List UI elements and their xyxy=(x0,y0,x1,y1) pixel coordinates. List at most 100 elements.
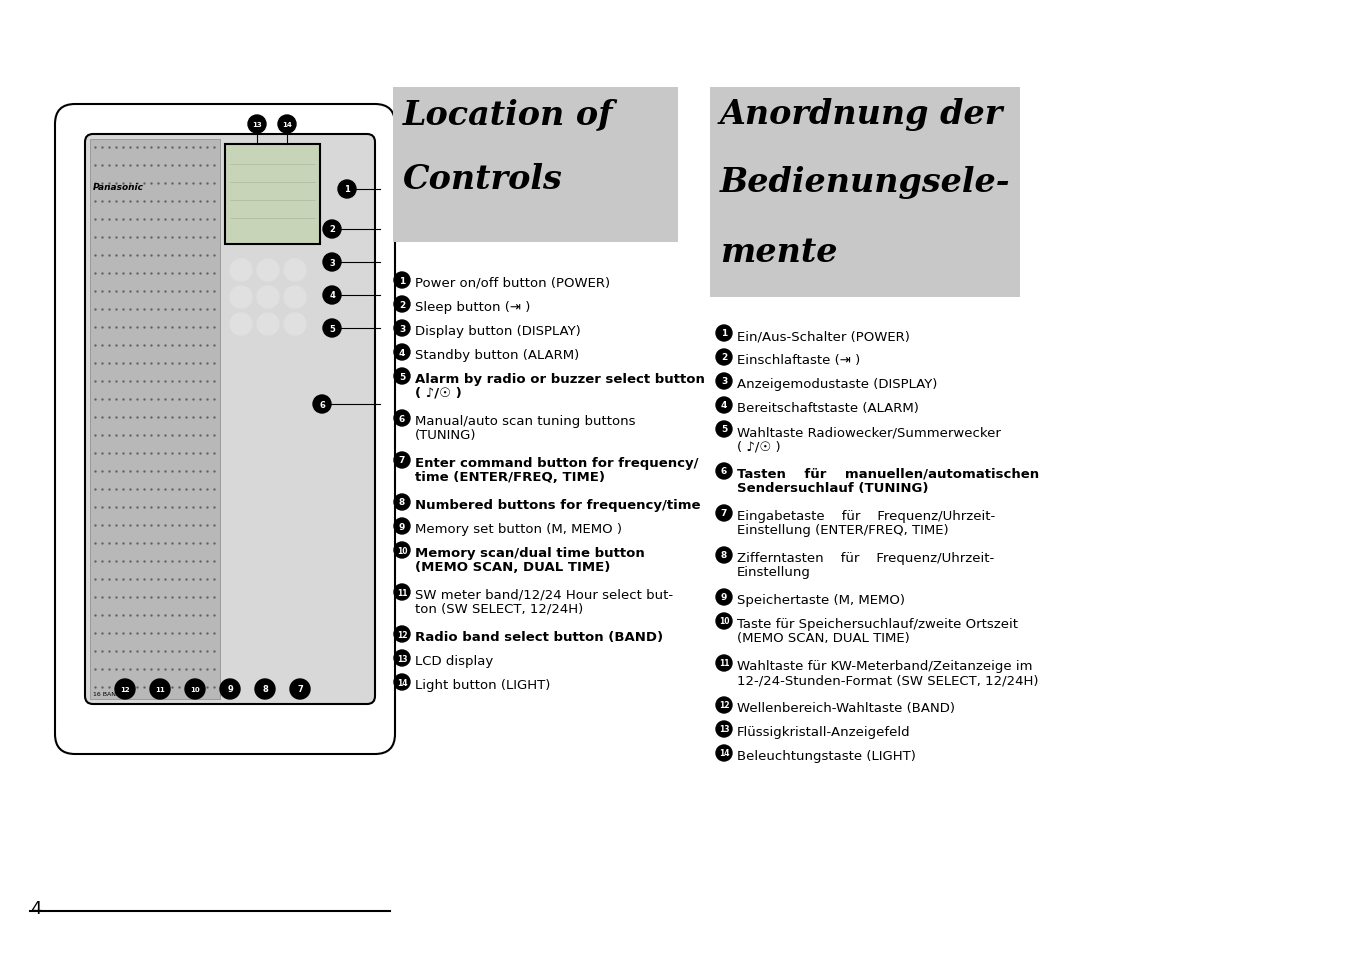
Bar xyxy=(90,140,221,700)
Text: 4: 4 xyxy=(330,292,335,300)
Text: 5: 5 xyxy=(721,425,728,434)
Text: Taste für Speichersuchlauf/zweite Ortszeit: Taste für Speichersuchlauf/zweite Ortsze… xyxy=(737,618,1018,630)
Text: 14: 14 xyxy=(397,678,408,687)
Text: 4: 4 xyxy=(721,401,728,410)
Circle shape xyxy=(394,675,410,690)
Circle shape xyxy=(716,374,732,390)
Text: mente: mente xyxy=(720,235,838,269)
Circle shape xyxy=(394,650,410,666)
Circle shape xyxy=(716,326,732,341)
Circle shape xyxy=(716,721,732,738)
Text: Beleuchtungstaste (LIGHT): Beleuchtungstaste (LIGHT) xyxy=(737,749,916,762)
Circle shape xyxy=(313,395,331,414)
Text: 13: 13 xyxy=(397,654,408,662)
Text: 16 BAND: 16 BAND xyxy=(93,691,121,697)
Text: 10: 10 xyxy=(397,546,408,555)
Text: Standby button (ALARM): Standby button (ALARM) xyxy=(416,349,580,361)
Text: 9: 9 xyxy=(399,522,405,531)
Text: Wellenbereich-Wahltaste (BAND): Wellenbereich-Wahltaste (BAND) xyxy=(737,701,955,714)
Text: Alarm by radio or buzzer select button: Alarm by radio or buzzer select button xyxy=(416,373,705,386)
Text: 11: 11 xyxy=(397,588,408,597)
Text: 1: 1 xyxy=(399,276,405,285)
Text: Eingabetaste    für    Frequenz/Uhrzeit-: Eingabetaste für Frequenz/Uhrzeit- xyxy=(737,510,995,522)
Circle shape xyxy=(186,679,204,700)
Circle shape xyxy=(394,411,410,427)
Text: Controls: Controls xyxy=(404,163,562,195)
Circle shape xyxy=(230,260,252,282)
Circle shape xyxy=(716,397,732,414)
Circle shape xyxy=(394,626,410,642)
Circle shape xyxy=(394,584,410,600)
Circle shape xyxy=(716,589,732,605)
Circle shape xyxy=(247,116,266,133)
Text: 1: 1 xyxy=(344,185,350,194)
Circle shape xyxy=(278,116,296,133)
Text: 3: 3 xyxy=(330,258,335,267)
Text: 8: 8 xyxy=(399,498,405,507)
Bar xyxy=(225,145,320,245)
FancyBboxPatch shape xyxy=(85,135,375,704)
Circle shape xyxy=(716,698,732,713)
Text: 2: 2 xyxy=(330,225,335,234)
Circle shape xyxy=(716,656,732,671)
Text: Bereitschaftstaste (ALARM): Bereitschaftstaste (ALARM) xyxy=(737,401,919,415)
Text: 10: 10 xyxy=(190,686,200,692)
Text: Einschlaftaste (⇥ ): Einschlaftaste (⇥ ) xyxy=(737,354,861,367)
Text: 14: 14 xyxy=(282,122,292,128)
Text: 13: 13 xyxy=(718,724,729,734)
Circle shape xyxy=(256,679,274,700)
Text: ( ♪/☉ ): ( ♪/☉ ) xyxy=(737,439,780,453)
Text: Panasonic: Panasonic xyxy=(93,183,144,192)
Circle shape xyxy=(716,745,732,761)
Circle shape xyxy=(323,287,342,305)
Text: 11: 11 xyxy=(718,659,729,668)
Text: 11: 11 xyxy=(155,686,165,692)
Circle shape xyxy=(257,314,278,335)
Text: Location of: Location of xyxy=(404,98,613,131)
Circle shape xyxy=(716,350,732,366)
Text: Zifferntasten    für    Frequenz/Uhrzeit-: Zifferntasten für Frequenz/Uhrzeit- xyxy=(737,552,994,564)
Text: 2: 2 xyxy=(399,300,405,309)
Text: Flüssigkristall-Anzeigefeld: Flüssigkristall-Anzeigefeld xyxy=(737,725,911,739)
Text: ( ♪/☉ ): ( ♪/☉ ) xyxy=(416,387,461,399)
Text: 7: 7 xyxy=(721,509,728,518)
Text: 7: 7 xyxy=(399,456,405,465)
FancyBboxPatch shape xyxy=(55,105,395,754)
Text: Enter command button for frequency/: Enter command button for frequency/ xyxy=(416,456,698,470)
Circle shape xyxy=(323,221,342,239)
Text: 6: 6 xyxy=(399,414,405,423)
Text: 12-/24-Stunden-Format (SW SELECT, 12/24H): 12-/24-Stunden-Format (SW SELECT, 12/24H… xyxy=(737,673,1038,686)
Circle shape xyxy=(116,679,134,700)
Text: Anordnung der: Anordnung der xyxy=(720,98,1003,131)
Circle shape xyxy=(284,260,307,282)
Text: Ein/Aus-Schalter (POWER): Ein/Aus-Schalter (POWER) xyxy=(737,330,909,343)
Text: SW meter band/12/24 Hour select but-: SW meter band/12/24 Hour select but- xyxy=(416,588,672,601)
Circle shape xyxy=(716,547,732,563)
Text: Einstellung (ENTER/FREQ, TIME): Einstellung (ENTER/FREQ, TIME) xyxy=(737,523,948,537)
Circle shape xyxy=(716,463,732,479)
Text: Wahltaste Radiowecker/Summerwecker: Wahltaste Radiowecker/Summerwecker xyxy=(737,426,1001,438)
Text: (MEMO SCAN, DUAL TIME): (MEMO SCAN, DUAL TIME) xyxy=(416,560,611,574)
Circle shape xyxy=(257,287,278,309)
Text: 6: 6 xyxy=(721,467,728,476)
Text: 3: 3 xyxy=(399,324,405,334)
Text: Light button (LIGHT): Light button (LIGHT) xyxy=(416,679,550,691)
Circle shape xyxy=(394,518,410,535)
Circle shape xyxy=(394,495,410,511)
Circle shape xyxy=(394,542,410,558)
Circle shape xyxy=(716,614,732,629)
Circle shape xyxy=(716,421,732,437)
Circle shape xyxy=(394,453,410,469)
Text: Anzeigemodustaste (DISPLAY): Anzeigemodustaste (DISPLAY) xyxy=(737,377,937,391)
Circle shape xyxy=(230,314,252,335)
Circle shape xyxy=(323,253,342,272)
Circle shape xyxy=(338,181,356,199)
Circle shape xyxy=(291,679,309,700)
Text: 8: 8 xyxy=(721,551,728,560)
Text: 14: 14 xyxy=(718,749,729,758)
Text: Radio band select button (BAND): Radio band select button (BAND) xyxy=(416,630,663,643)
Circle shape xyxy=(323,319,342,337)
Text: 9: 9 xyxy=(721,593,728,602)
Text: Wahltaste für KW-Meterband/Zeitanzeige im: Wahltaste für KW-Meterband/Zeitanzeige i… xyxy=(737,659,1033,672)
Bar xyxy=(710,88,1020,297)
